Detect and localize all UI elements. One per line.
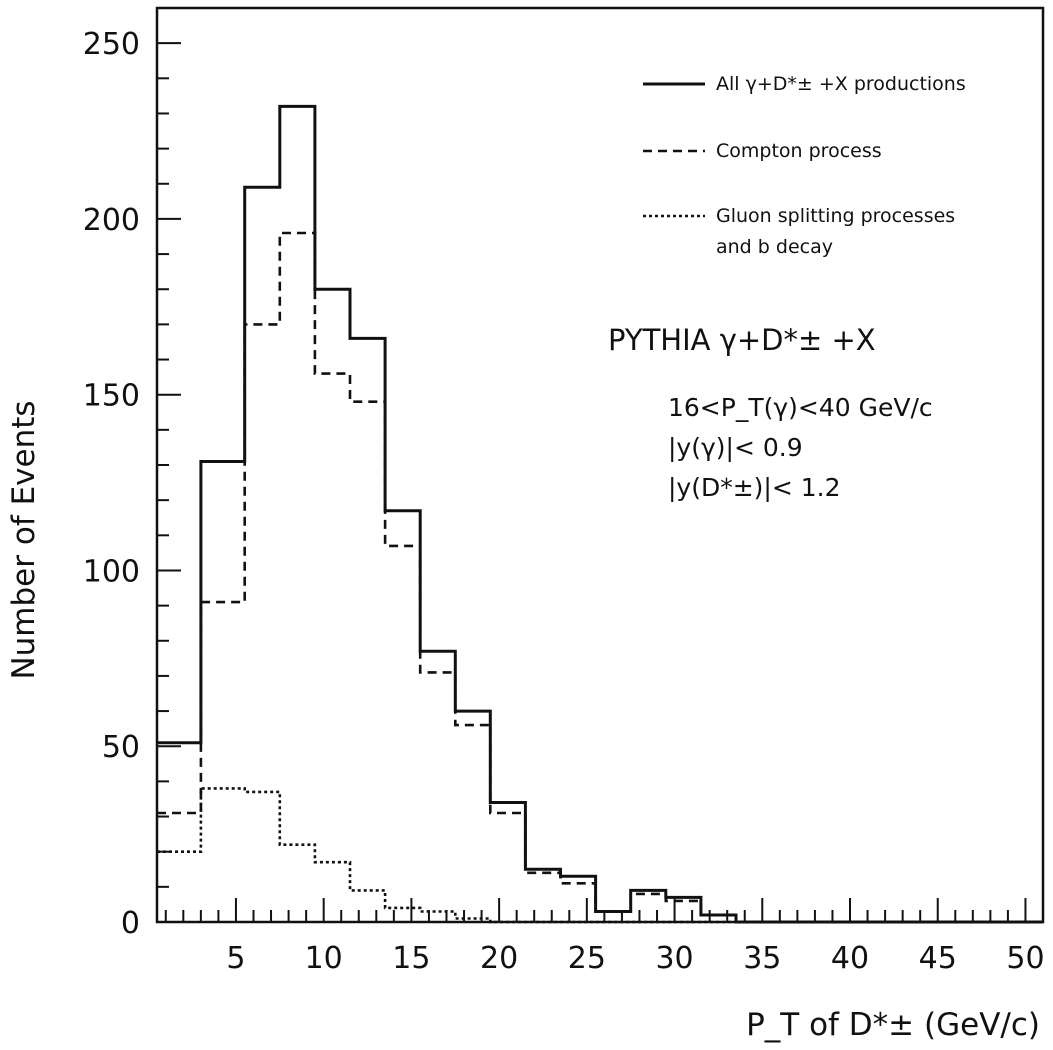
- annotation-line: |y(γ)|< 0.9: [668, 433, 803, 462]
- series-line-dashed: [157, 231, 1043, 924]
- annotation-line: 16<P_T(γ)<40 GeV/c: [668, 393, 933, 422]
- legend-label: Gluon splitting processes: [716, 205, 955, 227]
- y-tick-label: 150: [83, 379, 140, 414]
- x-tick-label: 30: [655, 941, 693, 976]
- annotation-line: |y(D*±)|< 1.2: [668, 473, 841, 502]
- y-tick-label: 250: [83, 27, 140, 62]
- x-tick-label: 45: [919, 941, 957, 976]
- series-line-dotted: [157, 787, 1043, 924]
- annotations: PYTHIA γ+D*± +X 16<P_T(γ)<40 GeV/c |y(γ)|<…: [608, 323, 933, 502]
- legend-label: and b decay: [716, 236, 833, 258]
- y-tick-label: 100: [83, 554, 140, 589]
- tick-labels: 5 10 15 20 25 30 35 40 45 50 0 50 100 150 200 250: [83, 27, 1045, 976]
- x-tick-label: 40: [831, 941, 869, 976]
- legend-label: All γ+D*± +X productions: [716, 73, 966, 95]
- series-group: [157, 104, 1043, 924]
- y-tick-label: 50: [102, 730, 140, 765]
- series-line-solid: [157, 104, 1043, 924]
- y-tick-label: 200: [83, 203, 140, 238]
- x-tick-label: 20: [480, 941, 518, 976]
- y-tick-label: 0: [121, 906, 140, 941]
- x-tick-label: 5: [226, 941, 245, 976]
- annotation-line: PYTHIA γ+D*± +X: [608, 323, 876, 357]
- x-tick-label: 15: [392, 941, 430, 976]
- legend-label: Compton process: [716, 140, 882, 162]
- legend: All γ+D*± +X productions Compton process G…: [643, 73, 966, 258]
- x-tick-label: 50: [1006, 941, 1044, 976]
- x-tick-label: 35: [743, 941, 781, 976]
- y-axis-title: Number of Events: [6, 400, 42, 679]
- x-tick-label: 10: [305, 941, 343, 976]
- axes: [155, 6, 1045, 924]
- ticks: [157, 42, 1027, 923]
- x-axis-title: P_T of D*± (GeV/c): [746, 1007, 1040, 1043]
- plot-frame: [155, 6, 1045, 924]
- x-tick-label: 25: [568, 941, 606, 976]
